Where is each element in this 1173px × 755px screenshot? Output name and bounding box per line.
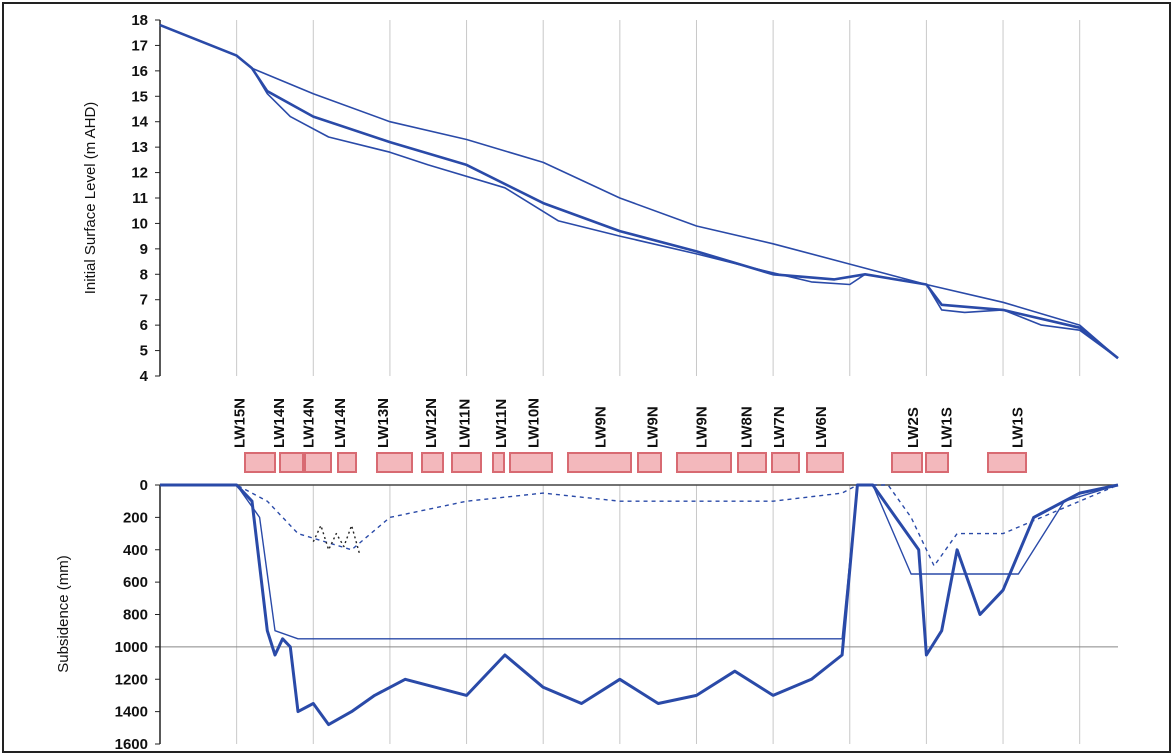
subsidence-line-0 bbox=[160, 483, 1119, 727]
surface-level-tick-label: 11 bbox=[132, 190, 148, 207]
surface-level-y-axis-title: Initial Surface Level (m AHD) bbox=[82, 102, 99, 295]
panel-label: LW2S bbox=[905, 407, 922, 448]
subsidence-tick-label: 0 bbox=[140, 477, 148, 494]
surface-level-tick-label: 13 bbox=[131, 139, 148, 156]
panel-box bbox=[509, 452, 553, 473]
surface-level-tick-label: 10 bbox=[131, 215, 148, 232]
panel-box bbox=[304, 452, 332, 473]
subsidence-y-axis-title: Subsidence (mm) bbox=[55, 555, 72, 673]
subsidence-line-2 bbox=[198, 484, 1119, 567]
longwall-panel-labels: LW15N LW14N LW14N LW14N LW13N LW12N LW11N LW11N… bbox=[232, 398, 1027, 448]
panel-label: LW14N bbox=[301, 398, 318, 448]
panel-label: LW6N bbox=[813, 406, 830, 448]
panel-label: LW15N bbox=[232, 398, 249, 448]
panel-label: LW11N bbox=[457, 399, 474, 448]
surface-level-tick-label: 7 bbox=[140, 292, 148, 309]
longwall-panel-boxes bbox=[244, 452, 1027, 473]
subsidence-chart: 0 200 400 600 800 1000 1200 1400 1600 Subsidence… bbox=[55, 477, 1119, 753]
panel-box bbox=[987, 452, 1027, 473]
panel-box bbox=[925, 452, 949, 473]
panel-label: LW11N bbox=[493, 399, 510, 448]
surface-level-tick-label: 17 bbox=[131, 37, 148, 54]
subsidence-tick-label: 400 bbox=[123, 542, 148, 559]
panel-box bbox=[771, 452, 800, 473]
surface-level-line-2 bbox=[159, 23, 1119, 360]
subsidence-line-1 bbox=[160, 484, 1119, 640]
subsidence-series bbox=[160, 483, 1119, 727]
panel-label: LW1S bbox=[939, 407, 956, 448]
panel-box bbox=[492, 452, 505, 473]
panel-label: LW9N bbox=[644, 406, 661, 448]
surface-level-tick-label: 5 bbox=[140, 343, 148, 360]
surface-level-series bbox=[159, 23, 1119, 360]
panel-label: LW14N bbox=[271, 398, 288, 448]
panel-box bbox=[376, 452, 413, 473]
panel-box bbox=[676, 452, 732, 473]
panel-box bbox=[279, 452, 304, 473]
subsidence-tick-label: 800 bbox=[123, 607, 148, 624]
panel-box bbox=[637, 452, 662, 473]
panel-label: LW12N bbox=[423, 398, 440, 448]
panel-label: LW1S bbox=[1009, 407, 1026, 448]
panel-label: LW10N bbox=[526, 398, 543, 448]
surface-level-tick-label: 16 bbox=[131, 63, 148, 80]
panel-box bbox=[421, 452, 444, 473]
subsidence-tick-label: 200 bbox=[123, 509, 148, 526]
surface-level-tick-label: 4 bbox=[140, 368, 149, 385]
panel-box bbox=[891, 452, 923, 473]
surface-level-tick-label: 15 bbox=[131, 88, 148, 105]
panel-label: LW7N bbox=[771, 406, 788, 448]
surface-level-tick-label: 14 bbox=[131, 114, 148, 131]
surface-level-tick-label: 8 bbox=[140, 266, 148, 283]
panel-label: LW9N bbox=[593, 406, 610, 448]
subsidence-y-ticks: 0 200 400 600 800 1000 1200 1400 1600 bbox=[115, 477, 160, 753]
subsidence-tick-label: 1400 bbox=[115, 704, 148, 721]
panel-label: LW14N bbox=[332, 398, 349, 448]
subsidence-tick-label: 1200 bbox=[115, 671, 148, 688]
surface-level-line-0 bbox=[159, 24, 1119, 359]
subsidence-tick-label: 600 bbox=[123, 574, 148, 591]
panel-box bbox=[451, 452, 482, 473]
panel-label: LW8N bbox=[738, 406, 755, 448]
panel-box bbox=[567, 452, 632, 473]
panel-box bbox=[244, 452, 276, 473]
subsidence-grid bbox=[160, 484, 1118, 744]
surface-level-tick-label: 12 bbox=[131, 165, 148, 182]
surface-level-tick-label: 18 bbox=[131, 12, 148, 29]
panel-box bbox=[806, 452, 844, 473]
surface-level-y-ticks: 4 5 6 7 8 9 10 11 12 13 14 15 16 17 18 bbox=[131, 12, 160, 385]
surface-level-chart: 4 5 6 7 8 9 10 11 12 13 14 15 16 17 18 Initial Surface… bbox=[82, 12, 1119, 385]
panel-box bbox=[337, 452, 357, 473]
surface-level-tick-label: 6 bbox=[140, 317, 148, 334]
subsidence-tick-label: 1600 bbox=[115, 736, 148, 753]
panel-box bbox=[737, 452, 767, 473]
surface-level-tick-label: 9 bbox=[140, 241, 148, 258]
surface-level-line-1 bbox=[159, 24, 1119, 359]
panel-label: LW13N bbox=[375, 398, 392, 448]
subsidence-tick-label: 1000 bbox=[115, 639, 148, 656]
subsidence-line-3 bbox=[312, 524, 360, 554]
panel-label: LW9N bbox=[693, 406, 710, 448]
